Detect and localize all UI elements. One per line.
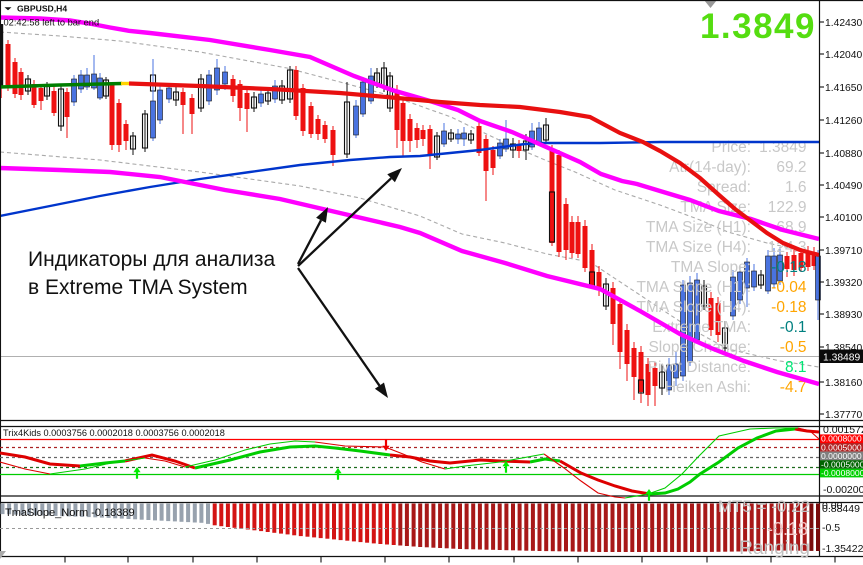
svg-text:8.1: 8.1	[785, 359, 807, 376]
svg-text:GBPUSD,H4: GBPUSD,H4	[17, 4, 67, 14]
svg-text:-0.18: -0.18	[771, 299, 806, 316]
svg-text:1.3849: 1.3849	[700, 7, 816, 46]
svg-text:1.41650: 1.41650	[825, 83, 862, 94]
svg-text:-0.5: -0.5	[780, 339, 807, 356]
svg-text:1.39710: 1.39710	[825, 246, 862, 257]
svg-text:1.40100: 1.40100	[825, 213, 862, 224]
svg-text:-0.5: -0.5	[822, 522, 840, 534]
svg-text:0.0008000: 0.0008000	[821, 434, 862, 444]
svg-text:TMA Slope (H4):: TMA Slope (H4):	[636, 299, 751, 316]
svg-text:1.37770: 1.37770	[825, 410, 862, 421]
svg-text:MT5 = -0.22: MT5 = -0.22	[718, 497, 810, 516]
svg-text:-0.0008000: -0.0008000	[821, 468, 863, 478]
svg-text:-1.35422: -1.35422	[822, 543, 863, 555]
svg-text:Индикаторы для анализа: Индикаторы для анализа	[28, 248, 275, 271]
svg-text:1.39320: 1.39320	[825, 278, 862, 289]
svg-text:1.40490: 1.40490	[825, 181, 862, 192]
svg-text:-0.18: -0.18	[771, 259, 806, 276]
svg-text:122.9: 122.9	[768, 199, 807, 216]
svg-text:-0.18: -0.18	[767, 519, 808, 539]
svg-text:1.38160: 1.38160	[825, 378, 862, 389]
svg-text:0.00: 0.00	[822, 500, 843, 512]
svg-text:02:42:58 left to bar end: 02:42:58 left to bar end	[4, 18, 100, 28]
svg-text:Heiken Ashi:: Heiken Ashi:	[665, 379, 751, 396]
svg-text:0.0015727: 0.0015727	[823, 424, 863, 436]
svg-text:69.2: 69.2	[776, 159, 806, 176]
svg-text:TMA Size (H4):: TMA Size (H4):	[646, 239, 751, 256]
svg-text:-0.1: -0.1	[780, 319, 807, 336]
svg-text:1.38540: 1.38540	[825, 343, 862, 354]
svg-text:1.42040: 1.42040	[825, 50, 862, 61]
svg-text:-0.04: -0.04	[771, 279, 807, 296]
svg-text:1.3849: 1.3849	[759, 139, 806, 156]
svg-text:Price:: Price:	[711, 139, 751, 156]
svg-text:TMA Slope (H1):: TMA Slope (H1):	[636, 279, 751, 296]
svg-text:1.40880: 1.40880	[825, 149, 862, 160]
svg-text:0.88449: 0.88449	[822, 503, 860, 515]
svg-text:Spread:: Spread:	[697, 179, 751, 196]
svg-text:1.38489: 1.38489	[823, 352, 860, 363]
svg-text:1.6: 1.6	[785, 179, 807, 196]
svg-text:Pivot Distance:: Pivot Distance:	[648, 359, 751, 376]
svg-text:0.0005000: 0.0005000	[821, 442, 862, 452]
svg-text:1.38930: 1.38930	[825, 310, 862, 321]
svg-text:-4.7: -4.7	[780, 379, 807, 396]
svg-text:-0.0005000: -0.0005000	[821, 460, 863, 470]
svg-text:124.3: 124.3	[768, 239, 807, 256]
svg-text:1.42430: 1.42430	[825, 18, 862, 29]
svg-text:-0.0020000: -0.0020000	[823, 484, 863, 496]
svg-text:1.41260: 1.41260	[825, 116, 862, 127]
svg-text:Trix4Kids 0.0003756 0.0002018: Trix4Kids 0.0003756 0.0002018 0.0003756 …	[3, 428, 225, 438]
svg-text:0.0000000: 0.0000000	[821, 451, 862, 461]
svg-text:TmaSlope_Norm -0.18389: TmaSlope_Norm -0.18389	[5, 507, 135, 519]
svg-text:TMA Size (H1):: TMA Size (H1):	[646, 219, 751, 236]
svg-text:Ranging: Ranging	[739, 538, 810, 559]
svg-text:TMA Slope:: TMA Slope:	[671, 259, 751, 276]
svg-text:в Extreme TMA System: в Extreme TMA System	[28, 276, 248, 299]
